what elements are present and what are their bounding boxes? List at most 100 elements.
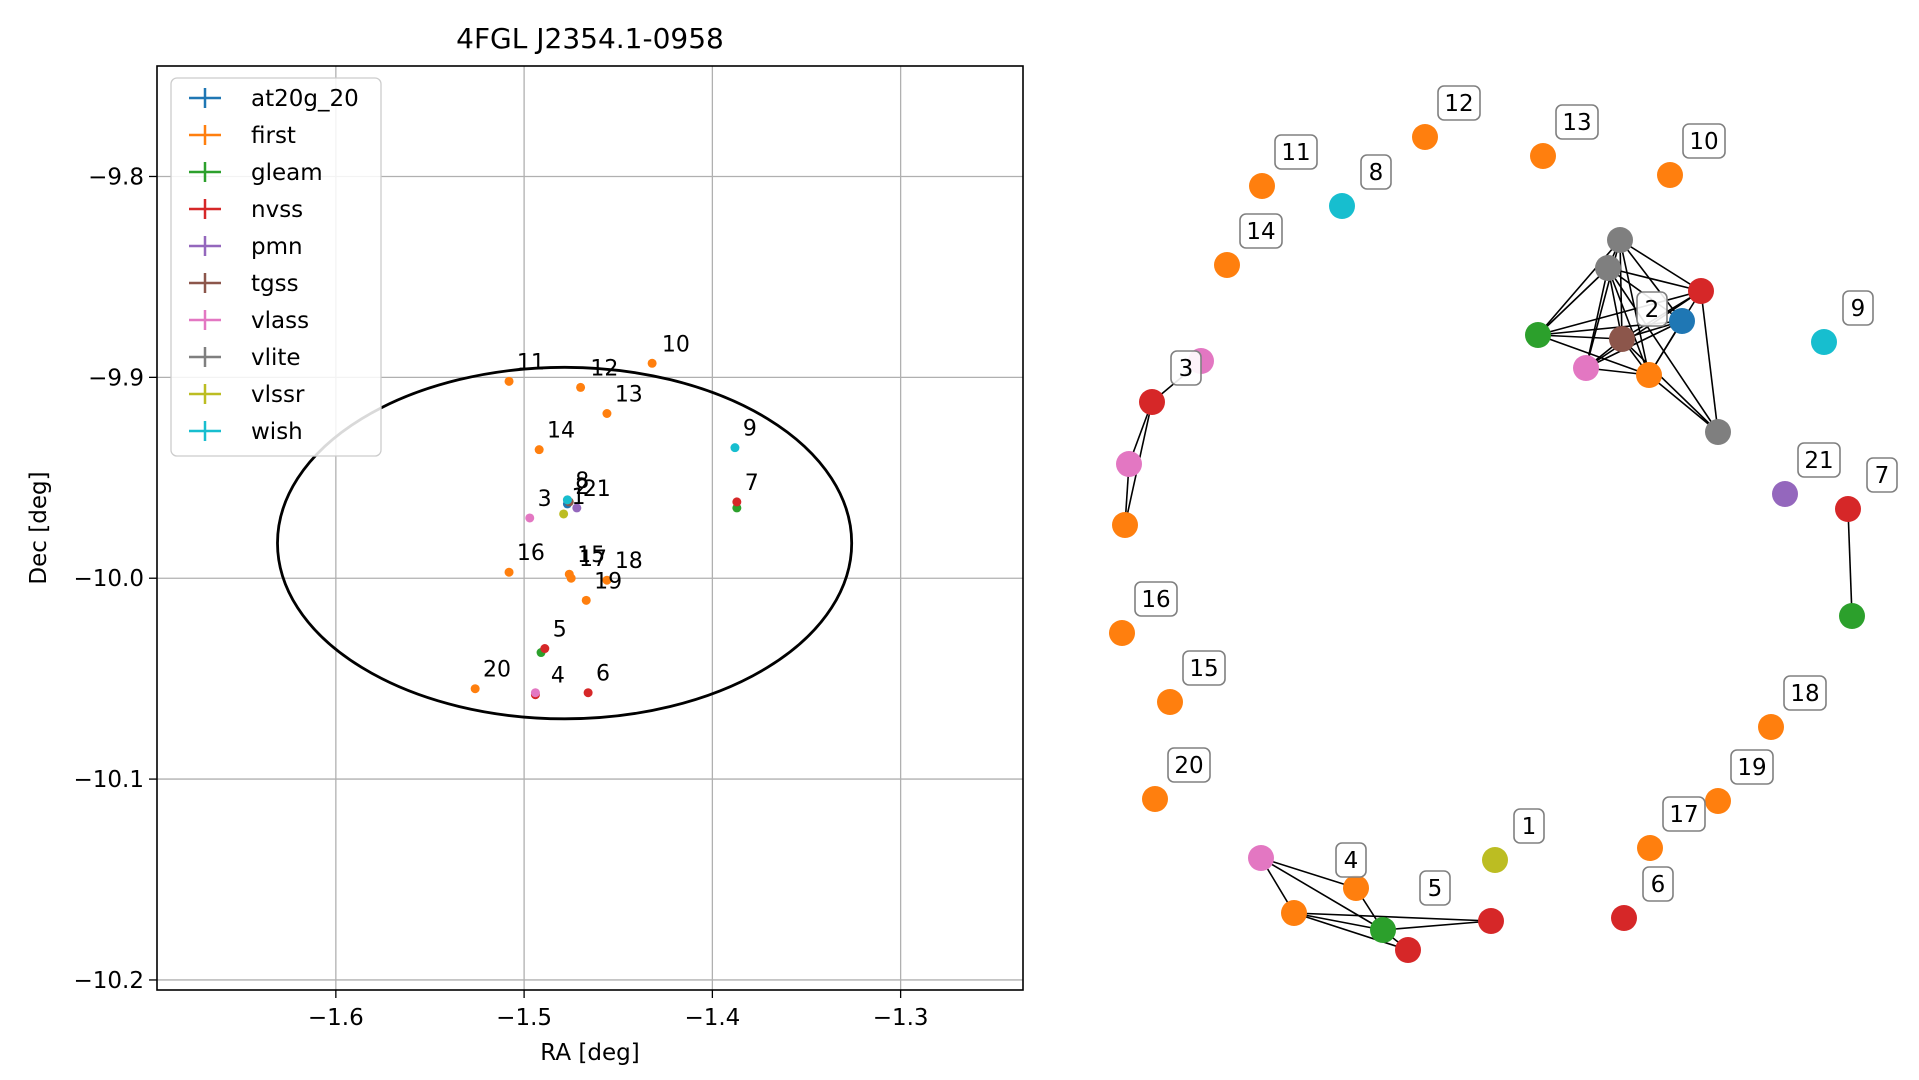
- network-node: [1811, 329, 1837, 355]
- network-label-text: 3: [1179, 356, 1194, 382]
- point-annotation: 3: [538, 487, 552, 512]
- network-label: 19: [1730, 749, 1774, 785]
- network-label-box: [1167, 747, 1211, 783]
- network-label: 7: [1866, 457, 1898, 493]
- network-nodes: [1109, 124, 1865, 963]
- point-annotation: 17: [579, 547, 607, 572]
- point-annotation: 15: [577, 543, 605, 568]
- network-label-box: [1783, 675, 1827, 711]
- network-edge: [1585, 267, 1609, 369]
- network-node: [1525, 322, 1551, 348]
- network-label-box: [1360, 154, 1392, 190]
- x-tick-label: −1.4: [684, 1005, 740, 1031]
- network-edge: [1260, 857, 1357, 889]
- point-annotation: 19: [594, 569, 622, 594]
- network-label: 6: [1642, 866, 1674, 902]
- point-annotation: 16: [517, 541, 545, 566]
- point-first: [566, 573, 576, 583]
- network-label: 18: [1783, 675, 1827, 711]
- network-label: 12: [1437, 85, 1481, 121]
- network-label-text: 13: [1562, 110, 1591, 136]
- network-label-text: 7: [1875, 463, 1890, 489]
- network-edge: [1537, 334, 1623, 340]
- network-node: [1705, 419, 1731, 445]
- point-annotation: 14: [547, 419, 575, 444]
- network-node: [1281, 900, 1307, 926]
- network-label: 13: [1555, 104, 1599, 140]
- point-first: [576, 382, 586, 392]
- network-edge: [1700, 290, 1719, 433]
- network-node: [1248, 845, 1274, 871]
- legend-label-at20g_20: at20g_20: [251, 86, 359, 112]
- network-node: [1249, 173, 1275, 199]
- y-tick-label: −10.2: [74, 968, 144, 994]
- legend-label-first: first: [251, 123, 296, 149]
- network-label-box: [1274, 134, 1318, 170]
- point-annotation: 21: [583, 477, 611, 502]
- y-axis-label: Dec [deg]: [26, 471, 52, 584]
- network-edge: [1293, 912, 1409, 951]
- network-label-text: 5: [1428, 876, 1443, 902]
- network-label-box: [1682, 123, 1726, 159]
- network-label: 20: [1167, 747, 1211, 783]
- network-label-box: [1842, 290, 1874, 326]
- network-node: [1595, 255, 1621, 281]
- network-edge: [1619, 239, 1683, 322]
- network-label-box: [1642, 866, 1674, 902]
- network-label-text: 17: [1669, 802, 1698, 828]
- point-first: [581, 595, 591, 605]
- point-annotation: 2: [575, 475, 589, 500]
- network-edge: [1607, 267, 1702, 292]
- y-tick-label: −10.1: [74, 767, 144, 793]
- network-label-box: [1555, 104, 1599, 140]
- axis-ticks: −1.6 −1.5 −1.4 −1.3 −9.8 −9.9 −10.0 −10.1 −10.2: [74, 164, 929, 1031]
- network-edge: [1648, 374, 1719, 433]
- network-label-text: 19: [1737, 755, 1766, 781]
- network-label: 17: [1662, 796, 1706, 832]
- network-node: [1329, 193, 1355, 219]
- network-node: [1412, 124, 1438, 150]
- network-label-text: 14: [1246, 219, 1275, 245]
- point-annotation: 7: [745, 471, 759, 496]
- network-node: [1705, 788, 1731, 814]
- point-annotation: 20: [483, 658, 511, 683]
- network-edge: [1537, 267, 1609, 336]
- network-node: [1636, 362, 1662, 388]
- x-axis-label: RA [deg]: [540, 1040, 639, 1066]
- network-edge: [1619, 239, 1623, 340]
- chart-title: 4FGL J2354.1-0958: [456, 22, 724, 55]
- network-edge: [1382, 920, 1492, 931]
- point-vlssr: [559, 509, 569, 519]
- network-node: [1611, 905, 1637, 931]
- point-annotation: 12: [590, 356, 618, 381]
- network-node: [1482, 847, 1508, 873]
- network-node: [1343, 875, 1369, 901]
- x-tick-label: −1.6: [308, 1005, 364, 1031]
- legend-label-nvss: nvss: [251, 197, 303, 223]
- point-vlass: [525, 513, 535, 523]
- network-node: [1835, 496, 1861, 522]
- network-edge: [1537, 290, 1702, 336]
- point-annotation: 6: [596, 662, 610, 687]
- network-node: [1214, 252, 1240, 278]
- network-label-text: 4: [1344, 848, 1359, 874]
- network-label: 3: [1170, 350, 1202, 386]
- network-node: [1478, 908, 1504, 934]
- network-label-text: 1: [1522, 814, 1537, 840]
- network-edge: [1585, 290, 1702, 369]
- network-node: [1688, 278, 1714, 304]
- network-label: 14: [1239, 213, 1283, 249]
- network-node: [1657, 162, 1683, 188]
- network-label-box: [1419, 870, 1451, 906]
- point-vlass: [530, 688, 540, 698]
- x-tick-label: −1.5: [496, 1005, 552, 1031]
- network-label-text: 20: [1174, 753, 1203, 779]
- point-first: [534, 445, 544, 455]
- network-node: [1157, 689, 1183, 715]
- point-first: [602, 409, 612, 419]
